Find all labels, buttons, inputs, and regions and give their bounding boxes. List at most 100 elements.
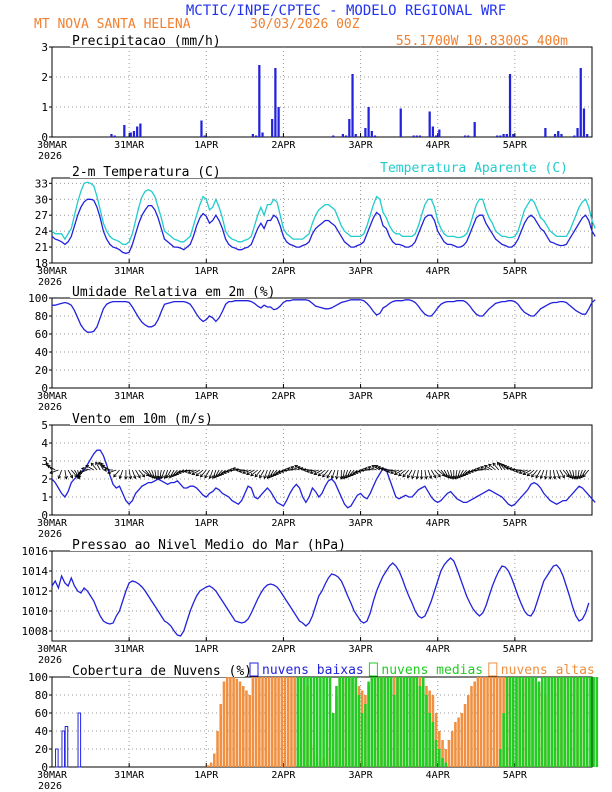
cloud-bar-orange — [248, 695, 251, 767]
precip-bar — [399, 108, 402, 137]
wind-arrowhead — [411, 475, 415, 480]
cloud-bar-green — [376, 677, 380, 767]
wind-arrow — [488, 463, 496, 471]
precip-bar — [473, 122, 476, 137]
cloud-bar-green — [312, 677, 316, 767]
wind-arrow — [577, 469, 580, 479]
cloud-bar-green — [296, 677, 300, 767]
cloud-bar-green — [348, 677, 351, 767]
wind-arrow — [424, 469, 427, 479]
x-tick-label: 2APR — [271, 140, 296, 151]
wind-arrow — [212, 469, 217, 479]
wind-arrowhead — [483, 465, 488, 469]
cloud-bar-green — [418, 686, 422, 767]
temp-panel: 18 21 24 27 30 33 30MAR 31MAR 1APR 2APR 3APR 4APR 5A… — [35, 161, 596, 288]
wind-arrowhead — [242, 470, 246, 475]
wind-arrowhead — [326, 474, 330, 479]
cloud-bar-orange — [283, 677, 287, 767]
legend-label-blue: nuvens baixas — [262, 663, 364, 678]
wind-arrowhead — [85, 465, 89, 469]
wind-arrow — [437, 469, 445, 477]
precip-bar — [277, 107, 280, 137]
wind-arrow — [290, 466, 300, 471]
wind-arrow — [497, 462, 503, 471]
wind-arrowhead — [137, 474, 141, 479]
wind-arrowhead — [254, 473, 259, 478]
cloud-bar-green — [322, 677, 325, 767]
clouds-panel: 0 20 40 60 80 100 30MAR 31MAR 1APR 2APR 3APR 4APR 5A… — [28, 662, 599, 792]
wind-arrowhead — [69, 474, 74, 479]
header-location: MT NOVA SANTA HELENA — [34, 17, 191, 32]
wind-arrowhead — [77, 473, 82, 478]
wind-arrowhead — [132, 475, 137, 480]
x-tick-label: 31MAR — [114, 644, 145, 655]
cloud-bar-green — [511, 677, 515, 767]
wind-arrowhead — [152, 475, 156, 480]
wind-arrowhead — [402, 473, 406, 478]
cloud-bar-green — [502, 713, 505, 767]
y-tick-label: 1 — [41, 491, 48, 504]
pressure-line-blue — [51, 557, 590, 637]
wind-arrow — [154, 469, 157, 479]
wind-arrow — [411, 469, 416, 479]
legend-swatch-orange — [488, 662, 498, 677]
x-tick-label: 5APR — [503, 266, 528, 277]
cloud-bar-orange — [483, 677, 486, 767]
cloud-bar-green — [402, 677, 406, 767]
legend-swatch-blue — [249, 662, 259, 677]
cloud-bar-orange — [473, 681, 476, 767]
temp-apparent-title: Temperatura Aparente (C) — [380, 161, 568, 176]
wind-arrowhead — [263, 475, 267, 480]
precip-bar — [508, 74, 512, 137]
wind-arrowhead — [354, 470, 359, 475]
cloud-bar-green — [364, 704, 367, 767]
wind-arrow — [519, 469, 528, 474]
cloud-bar-green — [560, 677, 563, 767]
precip-bar — [136, 126, 139, 137]
cloud-bar-orange — [206, 765, 210, 767]
cloud-bar-green — [508, 677, 512, 767]
wind-arrowhead — [522, 471, 527, 475]
wind-arrowhead — [498, 462, 503, 467]
precip-bar — [344, 135, 348, 137]
precip-bar — [418, 135, 422, 137]
wind-arrowhead — [220, 471, 224, 475]
cloud-bar-orange — [238, 681, 242, 767]
wind-arrow — [242, 469, 252, 474]
wind-arrowhead — [177, 470, 182, 475]
cloud-bar-green — [383, 677, 386, 767]
y-tick-label: 100 — [28, 292, 48, 305]
y-tick-label: 0 — [41, 509, 48, 522]
rh-line-blue — [52, 299, 596, 333]
wind-arrow — [49, 469, 59, 474]
wind-arrowhead — [296, 465, 301, 470]
wind-arrowhead — [374, 465, 379, 469]
wind-arrow — [200, 469, 207, 478]
wind-arrow — [151, 469, 156, 479]
y-tick-label: 40 — [35, 346, 48, 359]
wind-arrowhead — [567, 474, 572, 479]
cloud-bar-orange — [286, 677, 290, 767]
wind-arrowhead — [371, 465, 376, 469]
x-tick-label: 1APR — [194, 391, 219, 402]
wind-arrowhead — [124, 476, 128, 480]
wind-arrowhead — [286, 466, 291, 471]
wind-arrowhead — [246, 471, 250, 475]
precip-bar — [123, 125, 126, 137]
cloud-bar-green — [547, 677, 550, 767]
cloud-bar-green — [357, 695, 361, 767]
wind-arrow — [559, 469, 565, 478]
precip-bar — [502, 134, 505, 137]
precip-bar — [560, 134, 563, 137]
cloud-bar-green — [537, 681, 541, 767]
cloud-bar-green — [405, 677, 409, 767]
wind-arrow — [582, 469, 590, 478]
wind-arrow — [450, 469, 453, 479]
cloud-bar-green — [566, 677, 570, 767]
precip-title: Precipitacao (mm/h) — [72, 34, 221, 49]
wind-arrowhead — [464, 471, 469, 475]
precip-bar — [367, 107, 370, 137]
precip-bar — [582, 108, 586, 137]
wind-arrowhead — [78, 470, 82, 475]
y-tick-label: 40 — [35, 725, 48, 738]
